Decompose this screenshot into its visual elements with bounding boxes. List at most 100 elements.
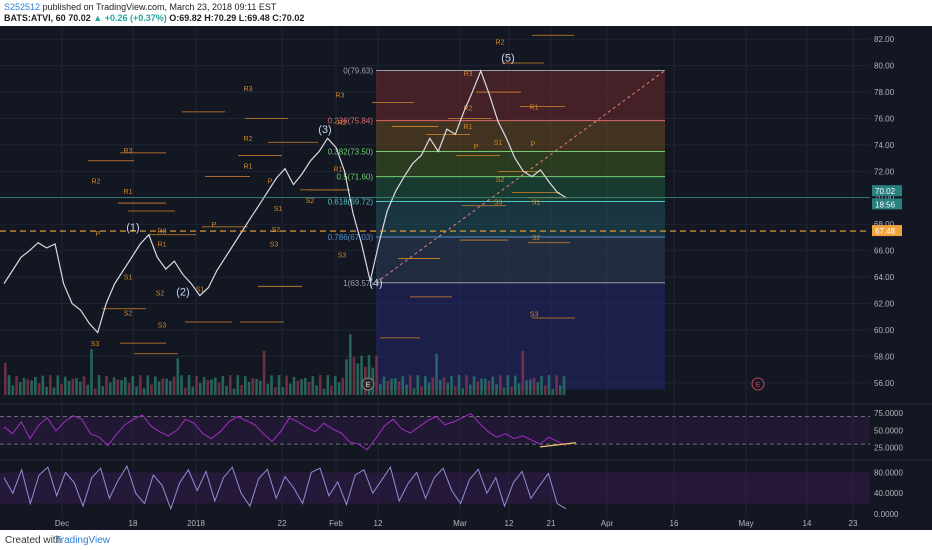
volume-bar — [484, 378, 487, 395]
rsi-band — [0, 416, 870, 445]
pivot-label-s3: S3 — [338, 252, 347, 259]
fib-zone — [376, 237, 665, 283]
volume-bar — [390, 378, 393, 395]
earnings-event-icon — [361, 377, 375, 391]
volume-bar — [49, 375, 52, 395]
volume-bar — [412, 388, 416, 395]
volume-bar — [562, 376, 566, 395]
y-tick-label: 56.00 — [874, 379, 895, 388]
fib-zone — [376, 201, 665, 238]
volume-bar — [487, 380, 491, 395]
volume-bar — [540, 375, 543, 395]
x-tick-label: Feb — [329, 519, 343, 528]
volume-bar — [281, 387, 285, 395]
volume-bar — [356, 363, 360, 395]
volume-bar — [405, 384, 408, 395]
volume-bar — [446, 382, 450, 395]
volume-bar — [435, 353, 438, 395]
volume-bar — [86, 384, 90, 395]
volume-bar — [56, 375, 60, 395]
volume-bar — [11, 385, 15, 395]
pivot-label-p: P — [268, 178, 273, 185]
volume-bar — [26, 379, 30, 395]
fib-label: 0.5(71.60) — [337, 173, 374, 182]
fib-label: 0.236(75.84) — [328, 117, 374, 126]
pivot-label-s3: S3 — [530, 312, 539, 319]
volume-bar — [172, 376, 176, 395]
volume-bar — [274, 387, 277, 395]
volume-bar — [229, 375, 232, 395]
volume-bar — [461, 388, 465, 395]
author-link[interactable]: S252512 — [4, 2, 41, 12]
earnings-event-icon — [751, 377, 765, 391]
volume-bar — [457, 375, 461, 395]
price-tag-bg — [872, 225, 902, 237]
rsi-tick-label: 50.0000 — [874, 426, 903, 435]
pivot-levels: R3 R2 R1 P S1 S2 S3 R3 R1 S1 S2 S3 R3 R2 R1 P P S1 S2 S3 R3 R… — [88, 34, 575, 355]
volume-bar — [416, 375, 420, 395]
pivot-label-s3: S3 — [158, 322, 167, 329]
volume-bar — [397, 381, 401, 395]
volume-bar — [454, 386, 457, 395]
volume-bar — [319, 375, 322, 395]
stoch-tick-label: 80.0000 — [874, 468, 903, 477]
volume-bar — [450, 375, 453, 395]
y-tick-label: 80.00 — [874, 62, 895, 71]
volume-bar — [146, 375, 150, 395]
volume-bar — [255, 378, 258, 395]
volume-bar — [169, 381, 172, 395]
volume-bar — [442, 377, 446, 395]
y-tick-label: 70.00 — [874, 194, 895, 203]
pivot-label-r3: R3 — [464, 71, 473, 78]
fib-label: 0.382(73.50) — [328, 148, 374, 157]
wave-label: (1) — [126, 222, 139, 234]
earnings-event-label: E — [756, 382, 761, 389]
pivot-label-s3: S3 — [270, 242, 279, 249]
change-text: +0.26 (+0.37%) — [104, 13, 167, 23]
wave-label: (3) — [318, 124, 331, 136]
volume-bar — [394, 378, 397, 395]
volume-bar — [262, 350, 266, 395]
price-tag: 67.48 — [875, 227, 896, 236]
volume-bar — [315, 385, 318, 395]
chart-footer: Created with TradingView — [0, 530, 932, 550]
y-tick-label: 58.00 — [874, 352, 895, 361]
pivot-label-r2: R2 — [244, 136, 253, 143]
volume-bar — [176, 358, 180, 395]
volume-bar — [349, 334, 352, 395]
y-tick-label: 78.00 — [874, 88, 895, 97]
wave-label: (4) — [369, 277, 382, 289]
volume-bar — [469, 384, 472, 395]
pivot-label-s2: S2 — [124, 310, 133, 317]
volume-bar — [161, 378, 165, 395]
pivot-label-r1: R1 — [530, 104, 539, 111]
volume-bar — [116, 379, 120, 395]
wave-label: (2) — [176, 287, 189, 299]
volume-bar — [41, 375, 45, 395]
pivot-label-r3: R3 — [158, 228, 167, 235]
rsi-tick-label: 25.0000 — [874, 444, 903, 453]
x-tick-label: Mar — [453, 519, 467, 528]
pivot-label-r1: R1 — [158, 242, 167, 249]
volume-bar — [544, 385, 547, 395]
fib-zone — [376, 70, 665, 121]
pivot-label-p: P — [531, 141, 536, 148]
pivot-label-r2: R2 — [338, 120, 347, 127]
chart-canvas[interactable]: 0(79.63) 0.236(75.84) 0.382(73.50) 0.5(71.6… — [0, 26, 932, 530]
x-tick-label: 12 — [505, 519, 514, 528]
volume-bar — [555, 375, 558, 395]
tradingview-logo[interactable]: TradingView — [55, 535, 111, 546]
pivot-label-s2: S2 — [156, 291, 165, 298]
pivot-label-r2: R2 — [496, 40, 505, 47]
volume-bar — [214, 377, 217, 395]
volume-bar — [379, 384, 382, 395]
volume-bar — [547, 375, 551, 395]
volume-bar — [71, 378, 75, 395]
price-tag-bg — [872, 198, 902, 210]
volume-bar — [499, 375, 502, 395]
volume-bar — [525, 380, 528, 395]
volume-bar — [195, 375, 198, 395]
volume-bar — [7, 375, 11, 395]
volume-bar — [296, 380, 300, 395]
volume-bar — [472, 376, 476, 395]
